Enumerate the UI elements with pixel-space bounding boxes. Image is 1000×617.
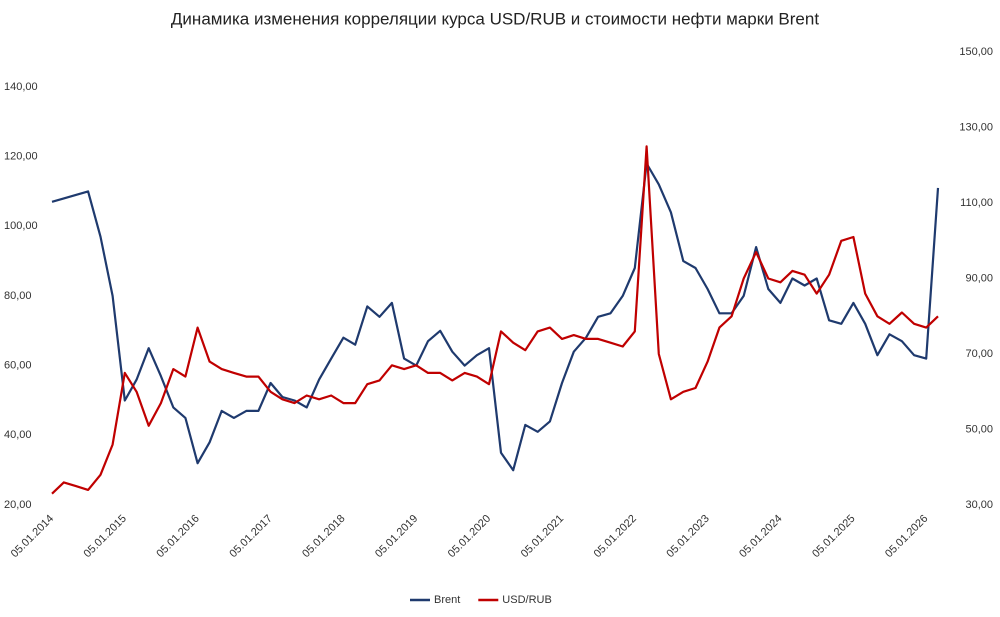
- y-tick-label: 120,00: [4, 150, 38, 162]
- x-tick-label: 05.01.2015: [82, 513, 129, 560]
- y2-tick-label: 70,00: [965, 348, 993, 360]
- x-tick-label: 05.01.2022: [592, 513, 639, 560]
- y2-tick-label: 110,00: [960, 197, 993, 209]
- x-tick-label: 05.01.2017: [227, 513, 274, 560]
- series-line: [51, 162, 940, 472]
- x-tick-label: 05.01.2025: [810, 513, 857, 560]
- x-tick-label: 05.01.2018: [300, 513, 347, 560]
- y-tick-label: 60,00: [4, 360, 32, 372]
- y2-tick-label: 150,00: [959, 46, 993, 58]
- y-tick-label: 40,00: [4, 429, 32, 441]
- legend-label: USD/RUB: [502, 594, 552, 606]
- y-tick-label: 80,00: [4, 290, 32, 302]
- x-tick-label: 05.01.2021: [519, 513, 566, 560]
- series-line: [51, 145, 939, 495]
- x-tick-label: 05.01.2016: [154, 513, 201, 560]
- x-tick-label: 05.01.2019: [373, 513, 420, 560]
- legend-label: Brent: [434, 594, 460, 606]
- y-tick-label: 100,00: [4, 220, 38, 232]
- y-tick-label: 20,00: [4, 499, 32, 511]
- y2-tick-label: 50,00: [965, 423, 993, 435]
- x-tick-label: 05.01.2014: [9, 513, 56, 560]
- x-tick-label: 05.01.2026: [883, 513, 930, 560]
- x-tick-label: 05.01.2020: [446, 513, 493, 560]
- x-tick-label: 05.01.2023: [664, 513, 711, 560]
- y2-tick-label: 130,00: [959, 121, 993, 133]
- y2-tick-label: 90,00: [965, 272, 993, 284]
- y-tick-label: 140,00: [4, 81, 38, 93]
- x-tick-label: 05.01.2024: [737, 513, 784, 560]
- y2-tick-label: 30,00: [965, 499, 993, 511]
- chart-title: Динамика изменения корреляции курса USD/…: [171, 9, 819, 28]
